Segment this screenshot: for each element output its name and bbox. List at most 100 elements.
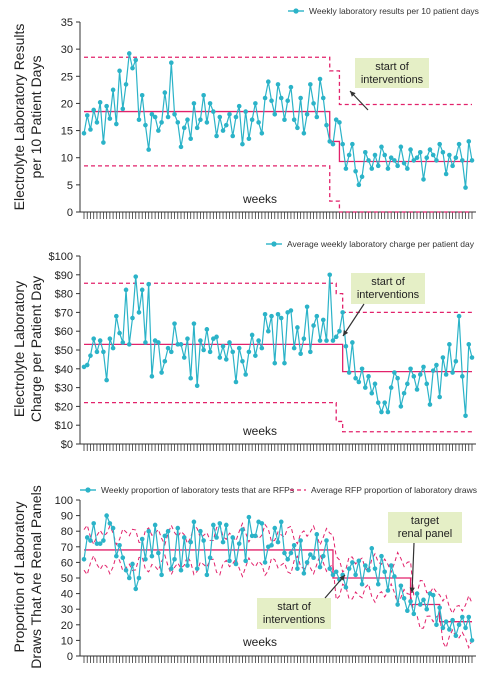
y-tick-label: 35 xyxy=(61,17,73,29)
center-line xyxy=(84,549,472,623)
data-point xyxy=(243,558,248,564)
data-point xyxy=(333,569,339,575)
data-point xyxy=(330,338,336,343)
data-point xyxy=(117,68,122,74)
data-point xyxy=(456,313,462,319)
data-point xyxy=(369,390,375,396)
data-point xyxy=(417,372,423,377)
y-tick-label: 15 xyxy=(61,126,73,138)
data-point xyxy=(353,375,358,381)
data-point xyxy=(107,521,113,526)
data-point xyxy=(463,185,468,190)
data-point xyxy=(84,535,90,540)
data-point xyxy=(175,120,181,125)
data-point xyxy=(204,327,210,332)
data-point xyxy=(123,567,129,573)
data-point xyxy=(172,321,177,326)
data-point xyxy=(126,575,132,581)
data-point xyxy=(262,95,268,101)
data-point xyxy=(301,130,307,136)
data-point xyxy=(453,358,459,364)
y-axis-label-line: Proportion of Laboratory xyxy=(11,502,27,653)
data-point xyxy=(447,627,452,632)
data-point xyxy=(408,599,413,604)
data-point xyxy=(253,101,258,106)
data-point xyxy=(169,60,174,66)
data-point xyxy=(411,611,417,617)
data-point xyxy=(440,625,446,631)
data-point xyxy=(278,519,284,525)
data-point xyxy=(317,564,323,570)
y-tick-label: $80 xyxy=(55,289,73,301)
data-point xyxy=(372,152,378,158)
data-point xyxy=(243,109,248,114)
data-point xyxy=(398,404,404,409)
data-point xyxy=(84,362,90,368)
data-point xyxy=(259,130,265,136)
data-point xyxy=(447,152,452,158)
data-point xyxy=(456,141,462,147)
data-point xyxy=(91,107,96,113)
y-tick-label: $60 xyxy=(55,326,73,338)
x-axis-label: weeks xyxy=(242,424,277,438)
data-point xyxy=(469,638,475,643)
callout-box xyxy=(355,58,429,88)
chart-2: $0 $10 $20 $30 $40 $50 $60 $70 $80 $90 $100 weeks El… xyxy=(11,239,476,451)
y-tick-label: 90 xyxy=(61,511,73,523)
data-point xyxy=(246,514,252,520)
data-point xyxy=(162,90,168,95)
data-point xyxy=(366,374,371,379)
data-point xyxy=(156,128,161,133)
data-point xyxy=(440,149,446,155)
data-point xyxy=(443,372,449,377)
center-line xyxy=(84,110,472,163)
data-point xyxy=(201,92,206,98)
data-point xyxy=(392,158,397,163)
data-point xyxy=(430,368,436,373)
data-point xyxy=(343,166,349,171)
data-point xyxy=(375,163,381,169)
data-point xyxy=(169,566,174,571)
data-point xyxy=(240,358,245,364)
data-point xyxy=(288,308,294,313)
data-point xyxy=(417,149,423,155)
data-point xyxy=(427,402,433,407)
legend-series-label: Weekly proportion of laboratory tests th… xyxy=(101,485,294,495)
data-point xyxy=(333,334,339,340)
data-point xyxy=(146,147,151,152)
data-point xyxy=(185,117,190,123)
data-point xyxy=(97,541,103,546)
data-point xyxy=(94,349,100,355)
data-point xyxy=(447,342,452,347)
data-point xyxy=(298,351,303,357)
data-point xyxy=(372,381,378,387)
data-point xyxy=(136,117,142,123)
data-point xyxy=(308,349,313,355)
data-point xyxy=(398,583,404,589)
data-point xyxy=(275,539,281,545)
data-point xyxy=(253,353,258,358)
data-point xyxy=(188,375,193,381)
data-point xyxy=(165,114,171,120)
data-point xyxy=(427,147,433,152)
data-point xyxy=(304,304,310,310)
data-point xyxy=(388,385,394,390)
data-point xyxy=(440,355,446,360)
data-point xyxy=(408,366,413,372)
data-point xyxy=(375,581,381,587)
data-point xyxy=(340,141,345,147)
data-point xyxy=(443,171,449,177)
data-point xyxy=(107,116,113,121)
data-point xyxy=(333,117,339,123)
data-point xyxy=(266,328,271,334)
data-point xyxy=(385,166,391,171)
callout-text: target xyxy=(411,515,439,527)
data-point xyxy=(136,575,142,581)
data-point xyxy=(359,581,365,587)
data-point xyxy=(88,538,93,543)
data-point xyxy=(110,525,116,531)
data-point xyxy=(110,345,116,351)
data-point xyxy=(139,92,145,98)
data-point xyxy=(133,586,139,592)
